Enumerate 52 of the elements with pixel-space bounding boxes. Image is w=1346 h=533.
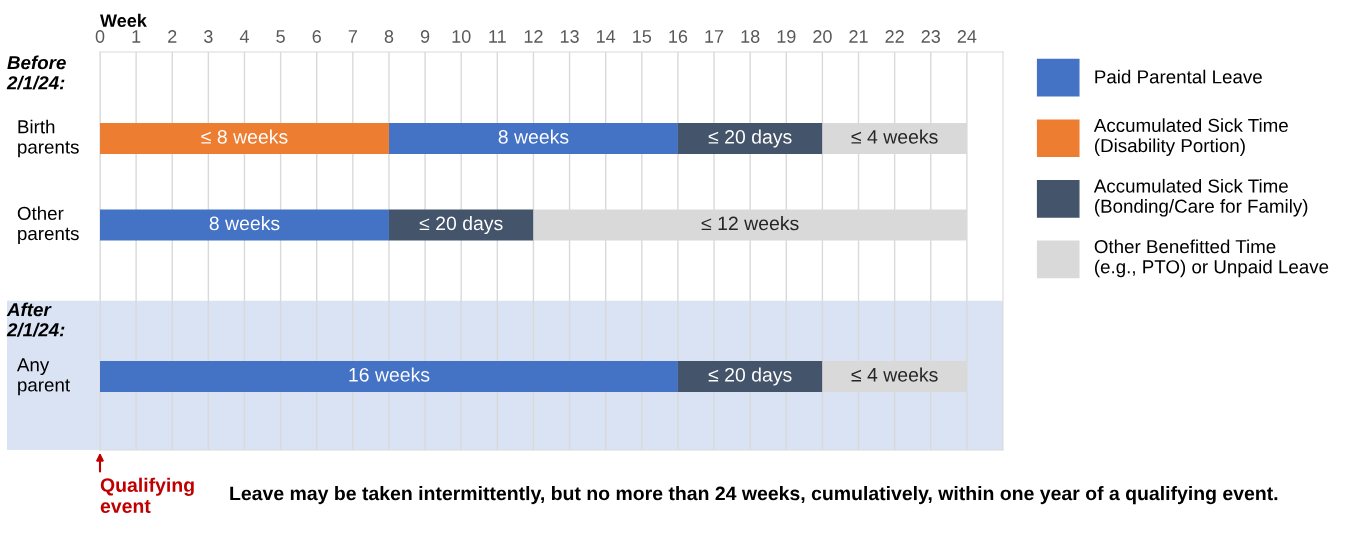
x-tick-label: 14 — [597, 30, 616, 43]
data-label: ≤ 4 weeks — [851, 129, 938, 144]
data-label: ≤ 4 weeks — [851, 367, 938, 382]
legend-label: Accumulated Sick Time (Disability Portion) — [1093, 118, 1288, 156]
x-tick-label: 9 — [420, 30, 430, 43]
legend-label: Other Benefitted Time (e.g., PTO) or Unpaid Leave — [1094, 239, 1329, 278]
legend-label: Paid Parental Leave — [1095, 69, 1262, 84]
text: Qualifying event — [100, 477, 194, 513]
x-tick-label: 19 — [777, 30, 796, 43]
bar — [100, 122, 389, 155]
x-tick-label: 10 — [452, 30, 471, 43]
x-tick-label: 5 — [276, 30, 285, 43]
x-tick-label: 15 — [633, 30, 652, 43]
data-label: ≤ 8 weeks — [201, 129, 288, 144]
data-label: ≤ 12 weeks — [701, 215, 799, 231]
data-label: ≤ 20 days — [708, 129, 792, 148]
text: Leave may be taken intermittently, but no more than 24 weeks, cumulatively, within one year of a qualifying event. — [230, 486, 1278, 505]
y-tick-label: Any parent — [16, 358, 70, 396]
data-label: 8 weeks — [209, 215, 280, 231]
data-label: ≤ 20 days — [708, 367, 792, 386]
x-tick-label: 21 — [849, 30, 868, 43]
text: Before 2/1/24: — [6, 55, 66, 90]
bar — [677, 360, 823, 393]
bar — [677, 122, 823, 155]
x-tick-label: 23 — [921, 30, 941, 43]
x-tick-label: 3 — [204, 30, 213, 43]
x-tick-label: 6 — [312, 30, 321, 43]
legend-label: Accumulated Sick Time (Bonding/Care for Family) — [1093, 178, 1308, 217]
x-tick-label: 24 — [957, 30, 977, 43]
x-tick-label: 0 — [95, 30, 105, 43]
x-axis-title: Week — [100, 13, 147, 28]
data-label: 8 weeks — [498, 129, 569, 144]
y-tick-label: Other parents — [17, 206, 79, 244]
bar — [100, 360, 678, 393]
x-tick-label: 2 — [168, 30, 177, 43]
x-tick-label: 11 — [489, 30, 506, 43]
data-label: 16 weeks — [349, 367, 430, 382]
y-tick-label: Birth parents — [18, 119, 79, 158]
x-tick-label: 18 — [741, 30, 760, 43]
x-tick-label: 7 — [348, 30, 357, 43]
x-tick-label: 22 — [885, 30, 904, 43]
x-tick-label: 1 — [132, 30, 141, 43]
bar — [388, 122, 678, 155]
x-tick-label: 13 — [560, 30, 579, 43]
data-label: ≤ 20 days — [419, 215, 503, 235]
x-tick-label: 12 — [524, 30, 543, 43]
x-tick-label: 20 — [813, 30, 832, 43]
x-tick-label: 8 — [384, 30, 394, 43]
x-tick-label: 16 — [669, 30, 688, 43]
x-tick-label: 4 — [239, 30, 249, 43]
text: After 2/1/24: — [6, 302, 65, 337]
x-tick-label: 17 — [705, 30, 724, 43]
